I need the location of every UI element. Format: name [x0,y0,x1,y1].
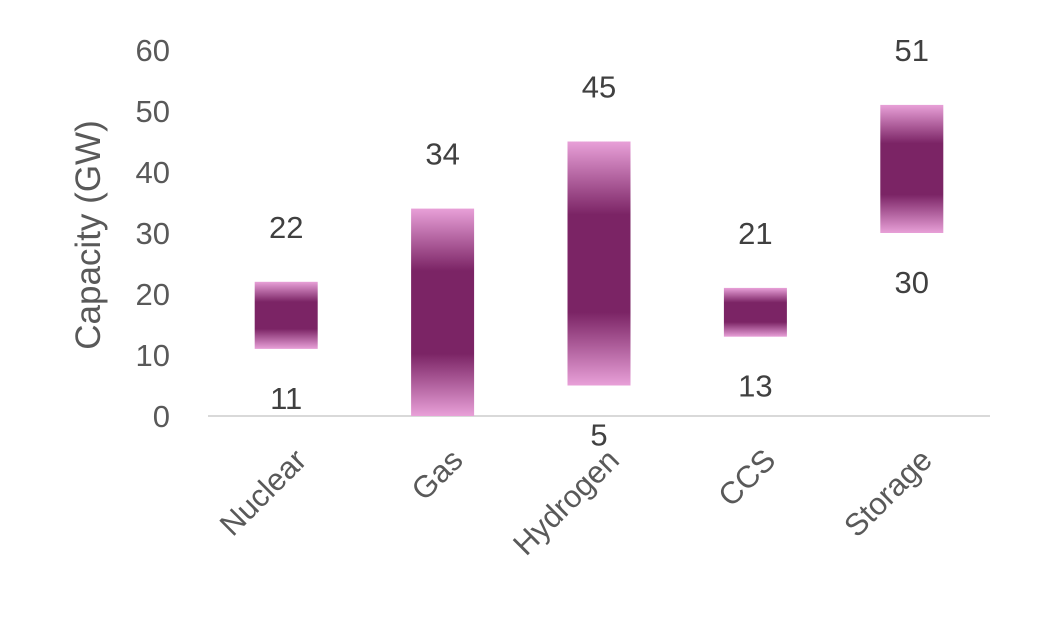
data-label-high: 34 [425,137,459,172]
data-label-low: 13 [738,369,772,404]
bar-ccs [723,287,787,337]
data-label-low: 11 [270,381,302,416]
y-tick-label: 20 [136,277,170,312]
bar-gas [411,208,475,416]
y-axis-title: Capacity (GW) [69,120,108,349]
data-label-high: 22 [269,210,303,245]
category-labels: Nuclear Gas Hydrogen CCS Storage [213,442,939,562]
y-tick-label: 0 [153,399,170,434]
bar-hydrogen [567,141,631,386]
y-axis-ticks: 0 10 20 30 40 50 60 [136,33,170,434]
category-label-ccs: CCS [711,442,782,513]
bars [254,104,944,416]
bar-nuclear [254,281,318,349]
y-tick-label: 50 [136,94,170,129]
category-label-hydrogen: Hydrogen [506,442,626,562]
data-label-high: 51 [895,33,929,68]
data-labels: 22 11 34 45 5 21 13 51 30 [269,33,929,453]
bar-storage [880,104,944,234]
y-tick-label: 30 [136,216,170,251]
category-label-storage: Storage [837,442,939,544]
y-tick-label: 40 [136,155,170,190]
data-label-high: 21 [738,216,772,251]
data-label-high: 45 [582,70,616,105]
y-tick-label: 60 [136,33,170,68]
y-tick-label: 10 [136,338,170,373]
data-label-low: 5 [590,418,607,453]
category-label-nuclear: Nuclear [213,442,313,542]
data-label-low: 30 [895,265,929,300]
category-label-gas: Gas [405,442,470,507]
